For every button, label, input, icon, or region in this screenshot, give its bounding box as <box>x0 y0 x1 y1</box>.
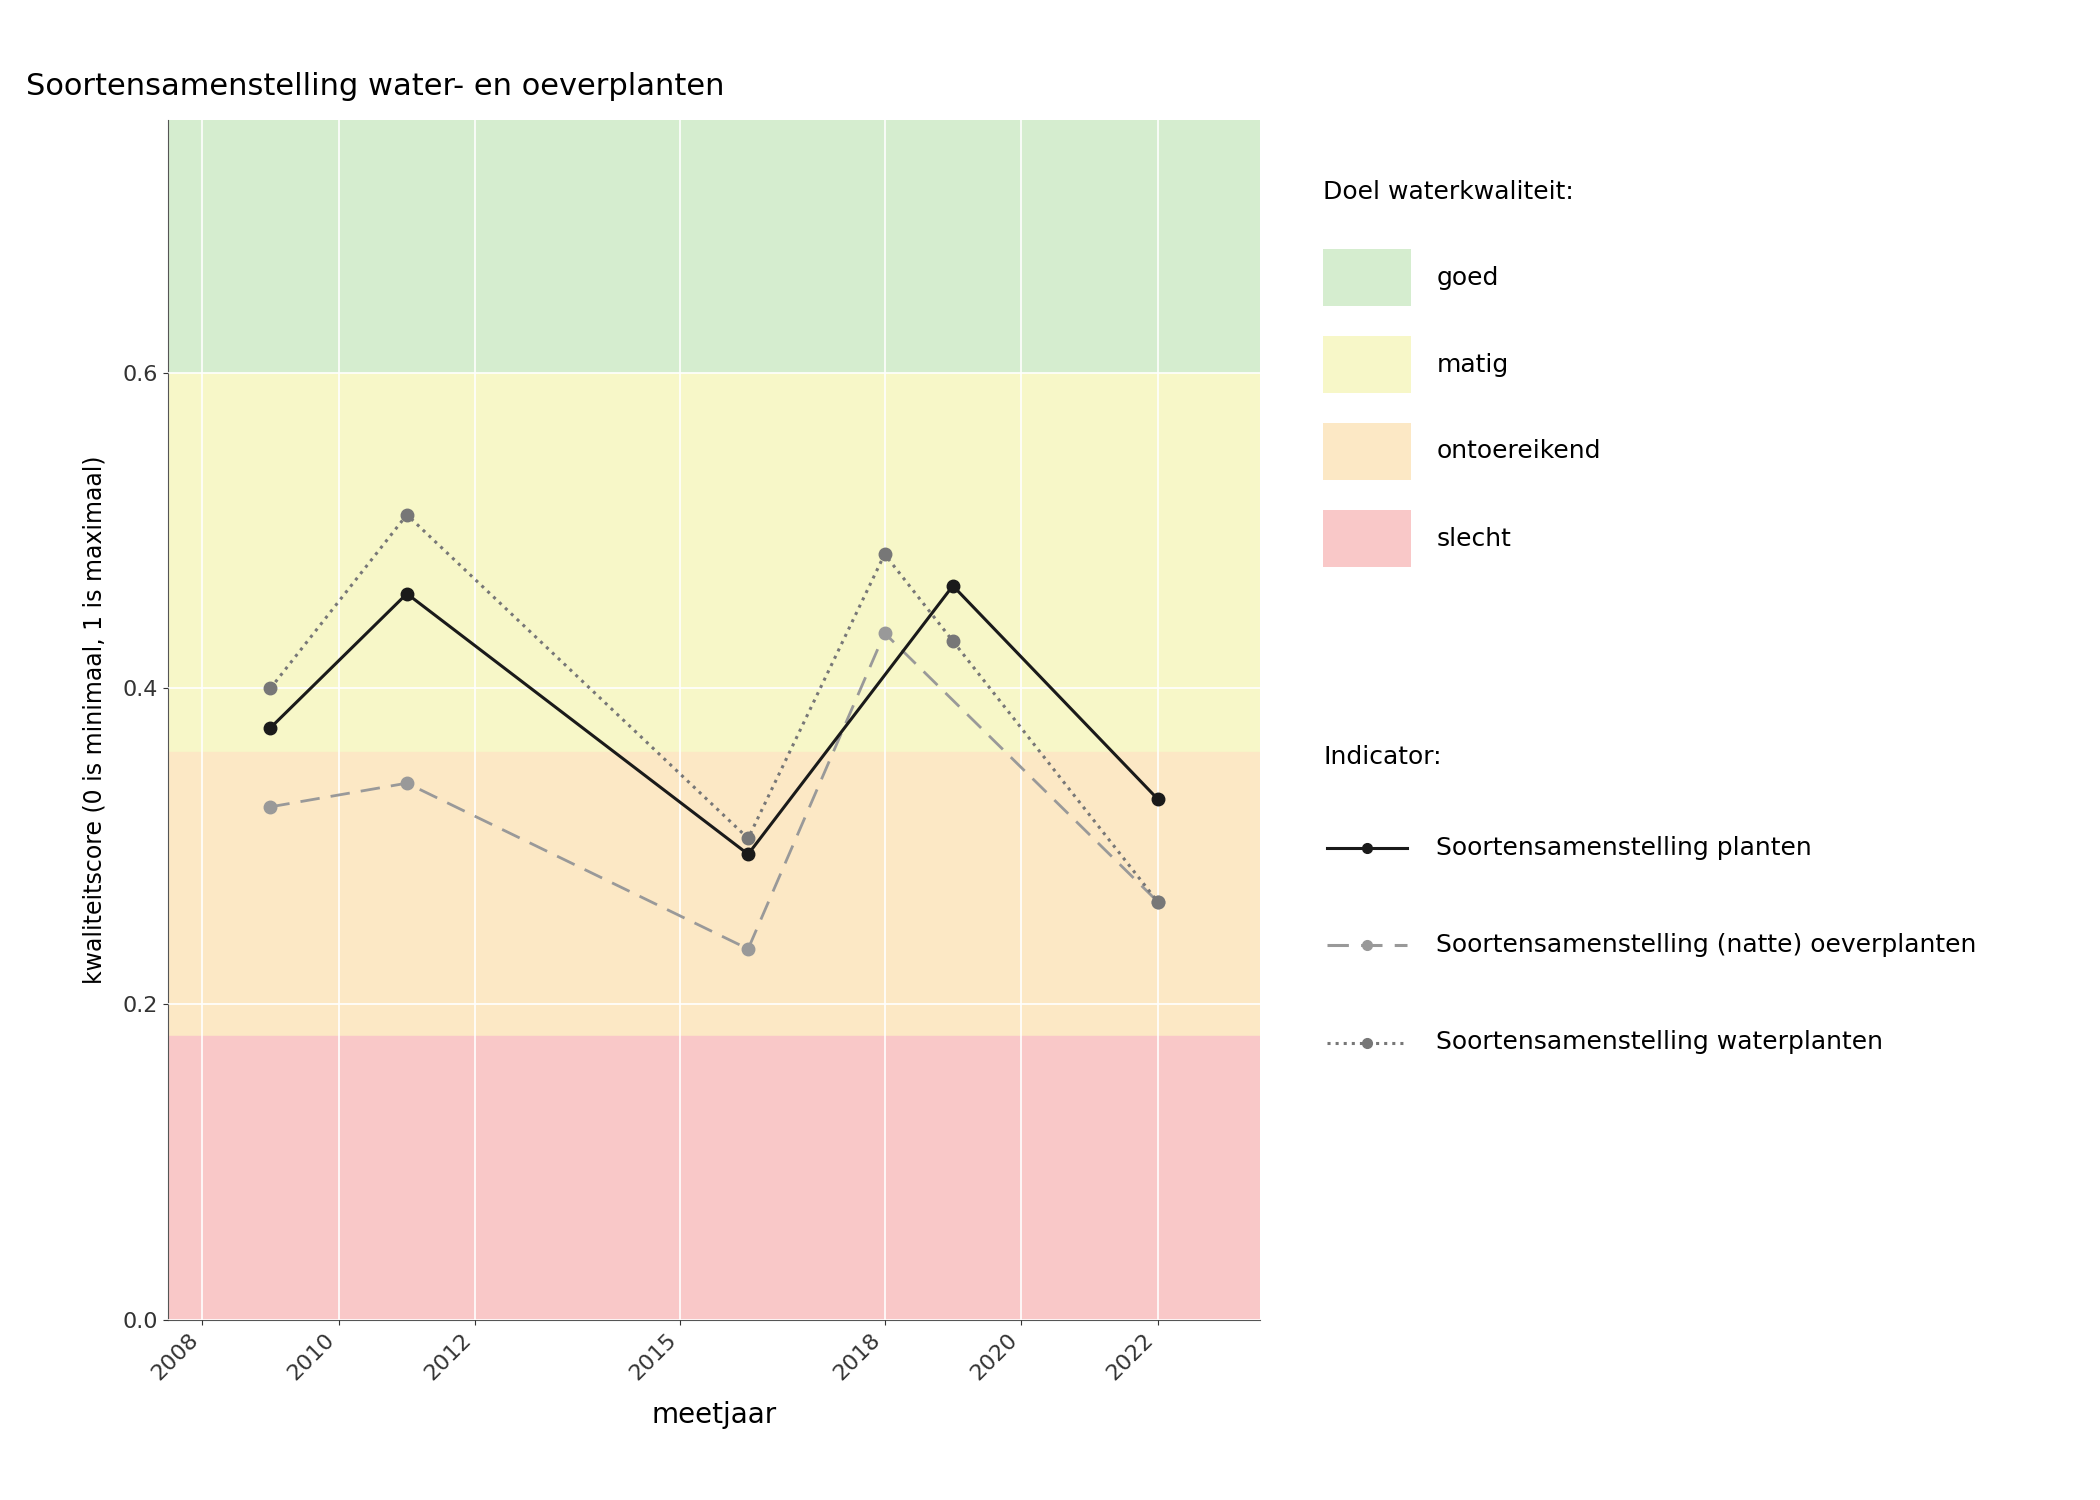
Text: matig: matig <box>1436 352 1508 376</box>
Y-axis label: kwaliteitscore (0 is minimaal, 1 is maximaal): kwaliteitscore (0 is minimaal, 1 is maxi… <box>82 456 107 984</box>
Text: ontoereikend: ontoereikend <box>1436 440 1600 464</box>
Bar <box>168 372 1260 752</box>
Text: Soortensamenstelling water- en oeverplanten: Soortensamenstelling water- en oeverplan… <box>25 72 724 100</box>
Text: Soortensamenstelling (natte) oeverplanten: Soortensamenstelling (natte) oeverplante… <box>1436 933 1976 957</box>
Text: Soortensamenstelling planten: Soortensamenstelling planten <box>1436 836 1812 860</box>
Text: Doel waterkwaliteit:: Doel waterkwaliteit: <box>1323 180 1573 204</box>
Text: slecht: slecht <box>1436 526 1512 550</box>
Bar <box>168 120 1260 372</box>
Text: Indicator:: Indicator: <box>1323 746 1441 770</box>
Bar <box>168 1036 1260 1320</box>
Text: Soortensamenstelling waterplanten: Soortensamenstelling waterplanten <box>1436 1030 1884 1054</box>
X-axis label: meetjaar: meetjaar <box>651 1401 777 1428</box>
Text: goed: goed <box>1436 266 1499 290</box>
Bar <box>168 752 1260 1036</box>
